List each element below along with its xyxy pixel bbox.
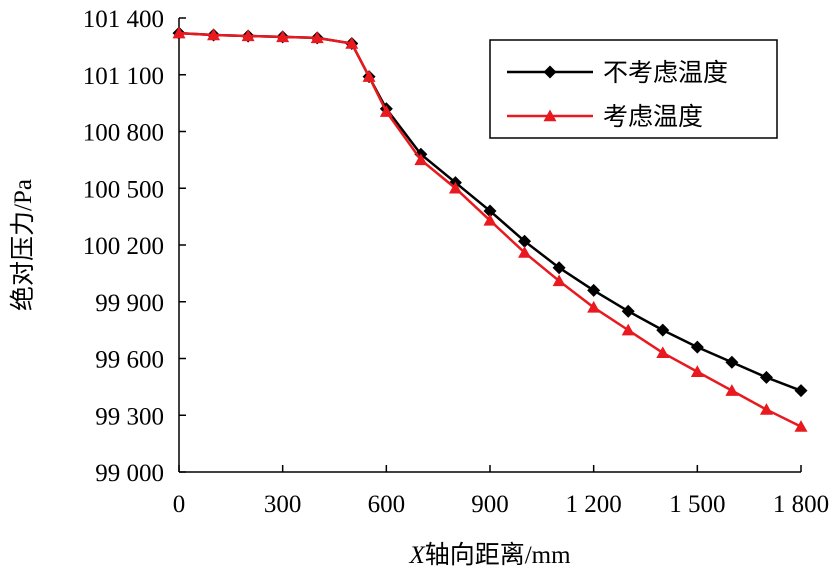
legend-marker [543, 109, 557, 122]
y-tick-label: 101 400 [83, 6, 164, 33]
data-point [690, 340, 704, 354]
x-tick-label: 1 500 [669, 491, 725, 518]
data-point [241, 29, 255, 42]
data-point [621, 323, 635, 336]
x-tick-label: 0 [173, 491, 186, 518]
data-point [587, 300, 601, 313]
x-tick-label: 900 [471, 491, 509, 518]
data-point [276, 30, 290, 43]
y-tick-label: 100 200 [83, 233, 164, 260]
data-point [552, 261, 566, 275]
y-tick-label: 99 000 [95, 460, 164, 487]
x-axis-title-prefix: X [408, 542, 426, 569]
series-line [178, 31, 802, 428]
data-point [310, 31, 324, 44]
x-tick-label: 1 200 [566, 491, 622, 518]
data-point [759, 370, 773, 384]
data-point [621, 304, 635, 318]
data-point [725, 355, 739, 369]
data-point [362, 70, 376, 82]
x-tick-label: 1 800 [773, 491, 829, 518]
data-point [725, 384, 739, 396]
series-2 [172, 26, 808, 432]
x-tick-label: 300 [264, 491, 302, 518]
x-tick-label: 600 [368, 491, 406, 518]
y-tick-label: 99 600 [95, 347, 164, 374]
data-point [518, 234, 532, 248]
y-axis-title: 绝对压力/Pa [9, 179, 37, 311]
data-point [172, 26, 186, 39]
x-axis-title: X轴向距离/mm [408, 541, 571, 569]
ticks: 99 000 99 300 99 600 99 900 100 200 100 500 10… [83, 6, 829, 518]
data-point [207, 28, 221, 41]
data-point [414, 153, 428, 166]
y-tick-label: 100 800 [83, 120, 164, 147]
legend-marker [543, 65, 557, 79]
legend-label: 考虑温度 [603, 103, 703, 131]
y-tick-label: 100 500 [83, 176, 164, 203]
y-tick-label: 101 100 [83, 63, 164, 90]
data-point [448, 181, 462, 194]
data-point [656, 323, 670, 337]
y-tick-label: 99 300 [95, 403, 164, 430]
data-point [379, 105, 393, 117]
legend-label: 不考虑温度 [603, 59, 728, 87]
data-point [345, 37, 359, 49]
data-point [794, 384, 808, 398]
data-point [518, 246, 532, 258]
data-point [587, 283, 601, 297]
data-point [794, 420, 808, 432]
legend-box [489, 39, 778, 139]
data-point [759, 403, 773, 415]
y-tick-label: 99 900 [95, 290, 164, 317]
data-point [656, 346, 670, 359]
data-point [552, 274, 566, 287]
data-point [690, 365, 704, 377]
data-point [483, 213, 497, 226]
series-layer [172, 26, 808, 432]
x-axis-title-rest: 轴向距离/mm [425, 541, 571, 569]
data-point [483, 204, 497, 218]
